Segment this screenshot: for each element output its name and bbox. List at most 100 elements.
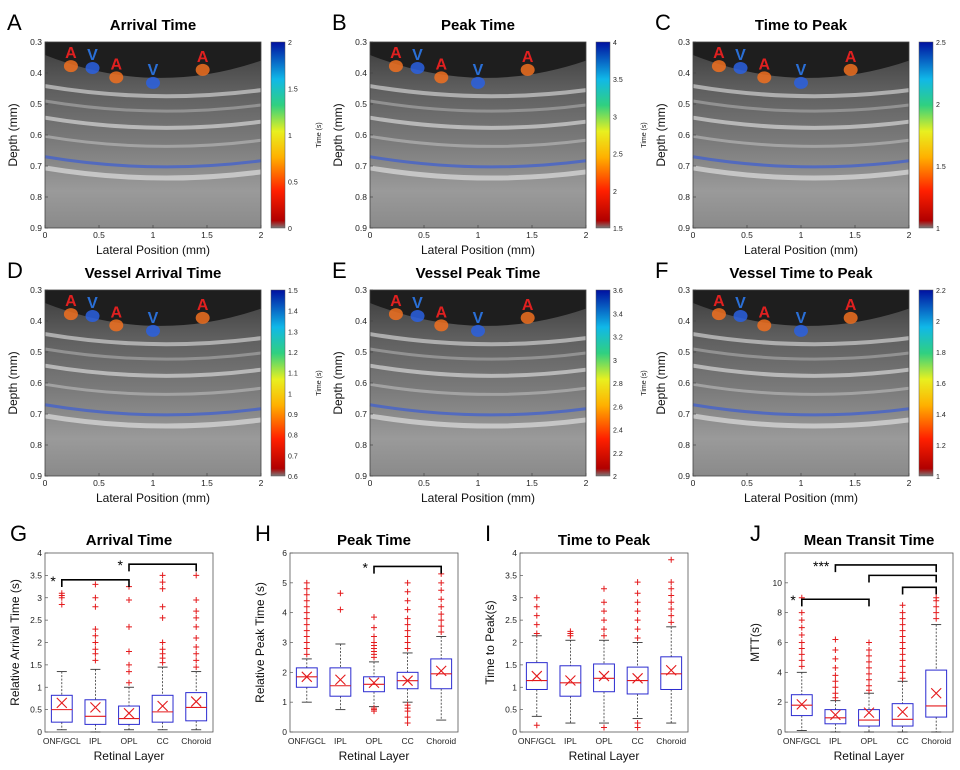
mean-marker (531, 670, 543, 682)
artery-vessel (63, 308, 78, 321)
outlier-point (798, 632, 805, 639)
iqr-box (925, 669, 948, 718)
iqr-box (50, 694, 73, 723)
outlier-point (533, 612, 540, 619)
retinal-band (369, 84, 587, 99)
colorbar-tick-label: 2 (936, 102, 940, 109)
outlier-point (303, 603, 310, 610)
boxplot-panel-h: H Peak Time 0 1 2 3 4 5 6 ONF/GCL IPL OPL CC Choroid R… (253, 521, 459, 763)
outlier-point (404, 639, 411, 646)
outlier-point (866, 670, 872, 677)
x-axis-label: Lateral Position (mm) (421, 243, 535, 257)
box-cc (151, 572, 174, 731)
box-cc (396, 579, 419, 727)
iqr-box (151, 694, 174, 723)
iqr-box (118, 705, 140, 725)
y-tick-label: 0.4 (678, 316, 690, 326)
outlier-point (601, 724, 607, 731)
significance-label: * (118, 557, 124, 573)
box-ipl (84, 581, 107, 733)
colorbar-tick-label: 3.4 (613, 311, 623, 318)
vein-vessel (733, 62, 748, 75)
artery-vessel (843, 63, 858, 76)
outlier-point (668, 619, 675, 626)
colorbar-tick-label: 1 (288, 133, 292, 140)
vein-vessel (85, 310, 100, 323)
retinal-band (44, 99, 262, 113)
mean-marker (930, 687, 942, 699)
retinal-band (692, 84, 910, 99)
x-tick-label: 0 (43, 230, 48, 240)
x-tick-label: 1.5 (201, 478, 213, 488)
outlier-point (798, 639, 805, 646)
x-tick-label: 1.5 (849, 230, 861, 240)
outlier-point (337, 590, 344, 597)
x-tick-label: Choroid (921, 736, 951, 746)
retinal-band (692, 165, 910, 181)
outlier-point (533, 594, 540, 601)
outlier-point (92, 632, 99, 639)
y-tick-label: 0.3 (678, 37, 690, 47)
outlier-point (668, 612, 675, 619)
retinal-band (369, 165, 587, 181)
outlier-point (899, 621, 906, 628)
outlier-point (668, 605, 675, 612)
outlier-point (371, 633, 377, 640)
retinal-band (692, 99, 910, 113)
retinal-band (44, 413, 262, 429)
mean-marker (56, 697, 68, 709)
x-axis-label: Retinal Layer (834, 749, 905, 763)
significance-bracket (801, 598, 870, 607)
outlier-point (601, 617, 607, 624)
colorbar (595, 289, 611, 477)
outlier-point (933, 603, 940, 610)
retinal-band (369, 115, 587, 130)
outlier-point (404, 702, 411, 709)
outlier-point (303, 609, 310, 616)
outlier-point (634, 720, 641, 727)
mean-marker (796, 699, 808, 710)
y-tick-label: 0.5 (505, 705, 517, 715)
x-tick-label: CC (156, 736, 168, 746)
y-axis-label: Depth (mm) (331, 351, 345, 414)
x-tick-label: IPL (564, 736, 577, 746)
retinal-band (692, 382, 910, 396)
outlier-point (404, 615, 411, 622)
outlier-point (533, 621, 540, 628)
vein-vessel (85, 62, 100, 75)
colorbar-tick-label: 0.6 (288, 474, 298, 481)
panel-title: Vessel Arrival Time (85, 265, 222, 282)
outlier-point (92, 646, 99, 653)
vein-marker: V (412, 47, 423, 64)
box-cc (626, 579, 649, 731)
x-tick-label: Choroid (181, 736, 211, 746)
colorbar-tick-label: 3.2 (613, 335, 623, 342)
y-tick-label: 0.5 (678, 347, 690, 357)
boxplot-panel-j: J Mean Transit Time 0 2 4 6 8 10 ONF/GCL IPL OPL CC… (748, 521, 954, 763)
panel-letter: J (750, 521, 761, 546)
outlier-point (798, 663, 805, 670)
iqr-box (84, 699, 107, 725)
box-ipl (824, 636, 847, 733)
y-tick-label: 6 (282, 548, 287, 558)
y-tick-label: 0.7 (355, 409, 367, 419)
retinal-band (369, 347, 587, 361)
x-tick-label: 2 (584, 478, 589, 488)
colorbar (918, 289, 934, 477)
vein-vessel (794, 76, 808, 89)
chart-title: Time to Peak (558, 532, 651, 549)
y-tick-label: 0.6 (30, 130, 42, 140)
retinal-band (369, 363, 587, 378)
retinal-band (692, 403, 910, 417)
y-tick-label: 0.9 (30, 223, 42, 233)
x-tick-label: IPL (334, 736, 347, 746)
outlier-point (126, 679, 132, 686)
vein-marker: V (148, 62, 159, 79)
vein-vessel (146, 324, 160, 337)
colorbar-label: Time (s) (316, 370, 323, 395)
artery-marker: A (713, 293, 725, 310)
colorbar (918, 41, 934, 229)
y-axis-label: Relative Arrival Time (s) (8, 579, 22, 706)
artery-marker: A (197, 297, 209, 314)
